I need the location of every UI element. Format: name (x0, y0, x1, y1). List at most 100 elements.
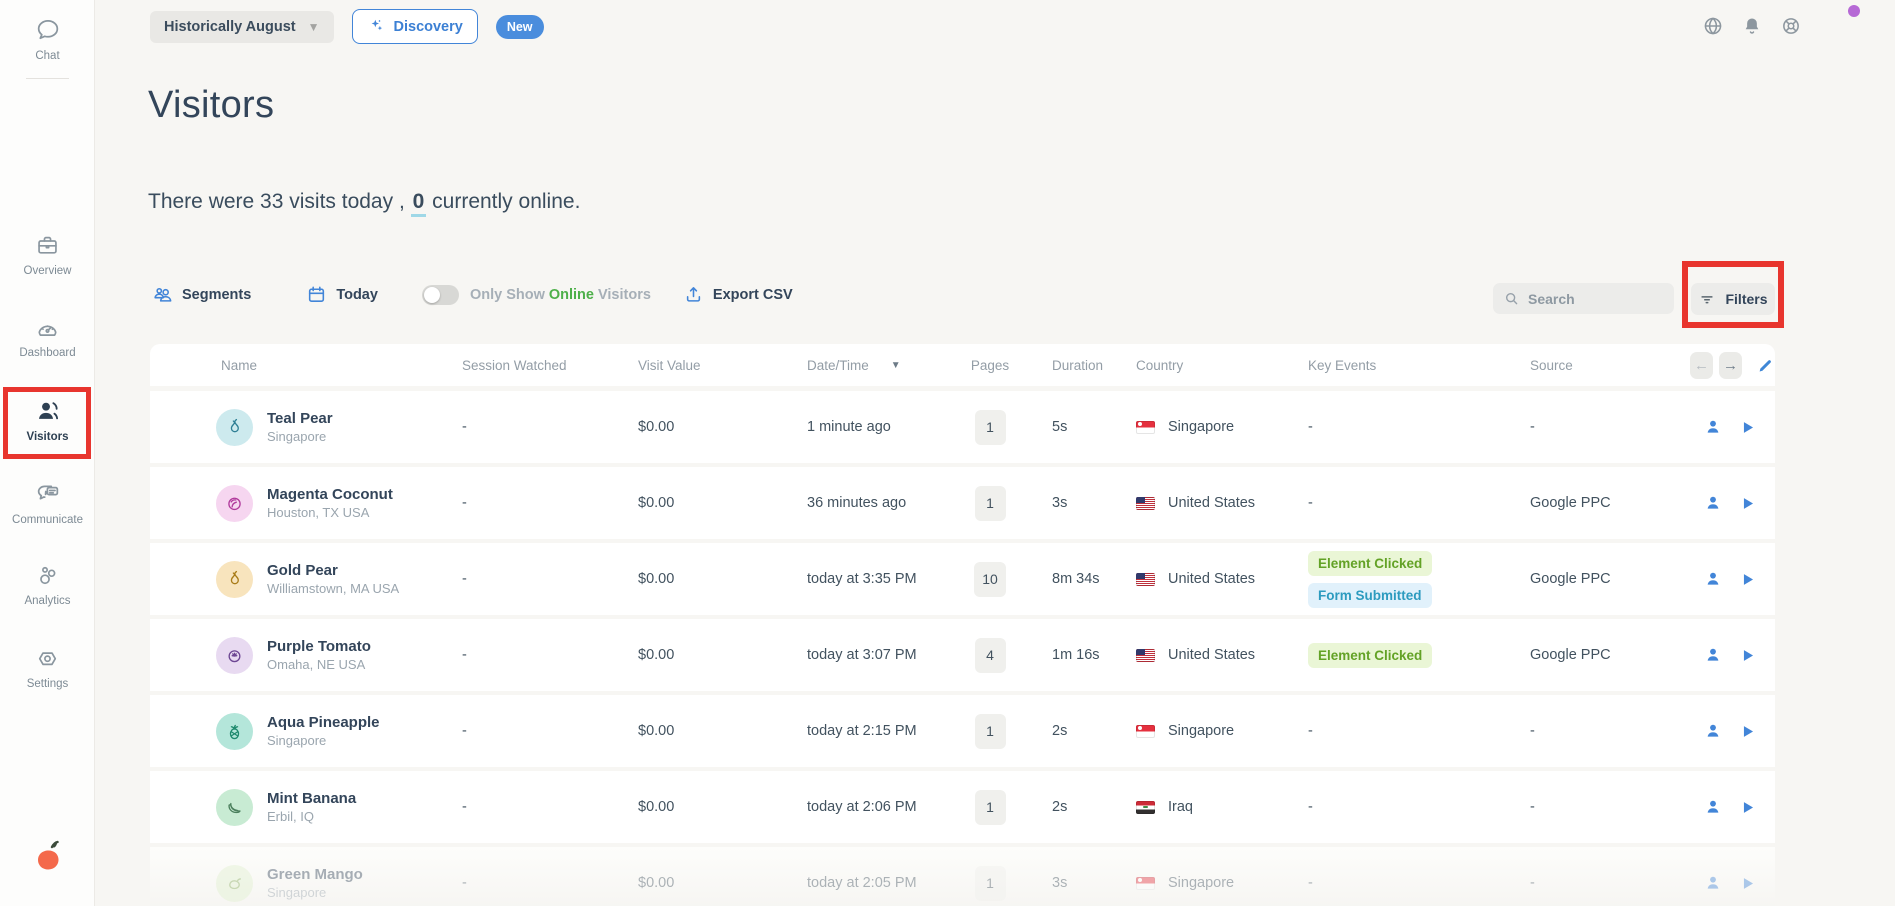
discovery-button[interactable]: Discovery (351, 9, 478, 44)
key-events-empty: - (1308, 875, 1313, 891)
table-row[interactable]: Purple Tomato Omaha, NE USA - $0.00 toda… (150, 619, 1775, 691)
column-header-country[interactable]: Country (1136, 357, 1184, 373)
discovery-label: Discovery (393, 18, 463, 35)
segments-button[interactable]: Segments (152, 284, 251, 305)
online-count-link[interactable]: 0 (410, 190, 427, 217)
source-cell: Google PPC (1530, 571, 1611, 587)
duration-cell: 3s (1052, 495, 1068, 511)
table-body: Teal Pear Singapore - $0.00 1 minute ago… (150, 391, 1775, 906)
session-watched-cell: - (462, 571, 467, 587)
visitor-name[interactable]: Gold Pear (267, 562, 338, 579)
edit-columns-pencil-icon[interactable] (1756, 356, 1775, 375)
play-recording-icon[interactable] (1738, 494, 1757, 513)
table-header: Name Session Watched Visit Value Date/Ti… (150, 344, 1775, 386)
session-watched-cell: - (462, 647, 467, 663)
pages-badge: 1 (974, 789, 1006, 825)
sidebar-item-visitors[interactable]: Visitors (0, 397, 95, 443)
visitor-name[interactable]: Magenta Coconut (267, 486, 393, 503)
play-recording-icon[interactable] (1738, 418, 1757, 437)
duration-cell: 2s (1052, 723, 1068, 739)
datetime-cell: today at 2:05 PM (807, 875, 917, 891)
duration-cell: 3s (1052, 875, 1068, 891)
play-recording-icon[interactable] (1738, 874, 1757, 893)
visitor-location: Williamstown, MA USA (267, 581, 400, 596)
export-csv-button[interactable]: Export CSV (683, 284, 793, 305)
table-row[interactable]: Gold Pear Williamstown, MA USA - $0.00 t… (150, 543, 1775, 615)
play-recording-icon[interactable] (1738, 646, 1757, 665)
country-name: Iraq (1168, 799, 1193, 815)
column-header-name[interactable]: Name (221, 357, 258, 373)
date-range-button[interactable]: Today (306, 284, 378, 305)
table-row[interactable]: Magenta Coconut Houston, TX USA - $0.00 … (150, 467, 1775, 539)
search-box[interactable] (1493, 283, 1674, 314)
visitor-name[interactable]: Purple Tomato (267, 638, 371, 655)
column-header-duration[interactable]: Duration (1052, 357, 1104, 373)
column-header-source[interactable]: Source (1530, 357, 1573, 373)
column-header-pages[interactable]: Pages (970, 357, 1010, 373)
visitor-profile-icon[interactable] (1703, 645, 1723, 665)
column-header-session-watched[interactable]: Session Watched (462, 357, 567, 373)
sidebar-item-chat[interactable]: Chat (0, 16, 95, 62)
globe-icon[interactable] (1702, 15, 1724, 37)
coconut-avatar-icon (216, 484, 253, 522)
user-avatar[interactable] (1823, 5, 1860, 43)
table-row[interactable]: Mint Banana Erbil, IQ - $0.00 today at 2… (150, 771, 1775, 843)
search-input[interactable] (1528, 290, 1648, 307)
visitor-profile-icon[interactable] (1703, 417, 1723, 437)
table-row[interactable]: Aqua Pineapple Singapore - $0.00 today a… (150, 695, 1775, 767)
country-name: Singapore (1168, 875, 1235, 891)
visitor-name[interactable]: Aqua Pineapple (267, 714, 380, 731)
online-only-toggle[interactable] (421, 284, 459, 305)
sidebar-item-dashboard[interactable]: Dashboard (0, 314, 95, 359)
column-header-visit-value[interactable]: Visit Value (638, 357, 701, 373)
session-watched-cell: - (462, 875, 467, 891)
key-events-cell: - (1300, 799, 1520, 815)
source-cell: Google PPC (1530, 495, 1611, 511)
sidebar-item-analytics[interactable]: Analytics (0, 562, 95, 607)
source-cell: - (1530, 875, 1535, 891)
hexagon-nut-icon (34, 645, 61, 672)
visit-value-cell: $0.00 (638, 495, 675, 511)
visitor-profile-icon[interactable] (1703, 721, 1723, 741)
sparkles-icon (367, 17, 386, 36)
prev-page-button[interactable]: ← (1690, 351, 1713, 379)
duration-cell: 2s (1052, 799, 1068, 815)
search-icon (1503, 290, 1520, 307)
visitor-profile-icon[interactable] (1703, 797, 1723, 817)
sidebar-item-overview[interactable]: Overview (0, 232, 95, 277)
country-name: United States (1168, 571, 1256, 587)
table-row[interactable]: Green Mango Singapore - $0.00 today at 2… (150, 847, 1775, 906)
visitor-profile-icon[interactable] (1703, 873, 1723, 893)
visitor-name[interactable]: Mint Banana (267, 790, 357, 807)
country-flag-united-states (1136, 572, 1155, 586)
datetime-cell: 36 minutes ago (807, 495, 907, 511)
source-cell: - (1530, 799, 1535, 815)
key-events-cell: Element Clicked Form Submitted (1300, 550, 1520, 608)
datetime-cell: 1 minute ago (807, 419, 891, 435)
period-selector-dropdown[interactable]: Historically August ▼ (150, 10, 334, 43)
country-flag-singapore (1136, 420, 1155, 434)
sidebar-item-settings[interactable]: Settings (0, 645, 95, 690)
table-row[interactable]: Teal Pear Singapore - $0.00 1 minute ago… (150, 391, 1775, 463)
play-recording-icon[interactable] (1738, 798, 1757, 817)
filters-button[interactable]: Filters (1691, 283, 1775, 315)
source-cell: - (1530, 723, 1535, 739)
column-header-datetime[interactable]: Date/Time ▼ (807, 357, 901, 373)
period-selector-label: Historically August (164, 18, 296, 35)
pear-avatar-icon (216, 408, 253, 446)
visitor-name[interactable]: Teal Pear (267, 410, 333, 427)
sidebar-item-communicate[interactable]: Communicate (0, 480, 95, 526)
key-events-cell: - (1300, 419, 1520, 435)
segments-people-icon (152, 284, 173, 305)
play-recording-icon[interactable] (1738, 722, 1757, 741)
help-lifebuoy-icon[interactable] (1780, 15, 1802, 37)
visitor-profile-icon[interactable] (1703, 493, 1723, 513)
pages-badge: 1 (974, 485, 1006, 521)
next-page-button[interactable]: → (1719, 351, 1742, 379)
visitor-name[interactable]: Green Mango (267, 866, 363, 883)
visitor-profile-icon[interactable] (1703, 569, 1723, 589)
play-recording-icon[interactable] (1738, 570, 1757, 589)
banana-avatar-icon (216, 788, 253, 826)
column-header-key-events[interactable]: Key Events (1308, 357, 1377, 373)
bell-icon[interactable] (1741, 15, 1763, 37)
